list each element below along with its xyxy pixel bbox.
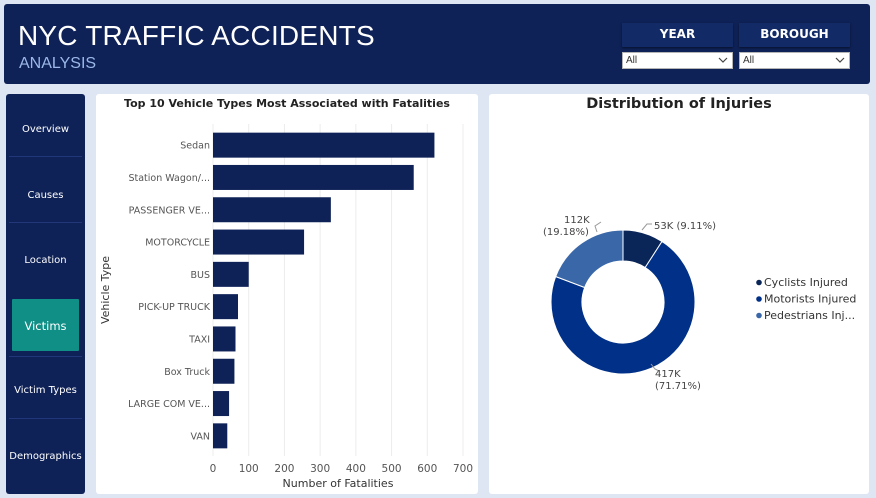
bar — [213, 326, 236, 352]
header-banner: NYC TRAFFIC ACCIDENTS ANALYSIS YEAR All … — [4, 4, 870, 84]
nav-divider — [9, 356, 82, 357]
nav-item-location[interactable]: Location — [24, 255, 67, 266]
app-subtitle: ANALYSIS — [19, 55, 97, 72]
category-label: VAN — [191, 431, 211, 442]
category-label: Sedan — [180, 141, 210, 152]
x-tick-label: 0 — [210, 463, 217, 475]
app-title: NYC TRAFFIC ACCIDENTS — [18, 20, 375, 51]
category-label: TAXI — [188, 334, 210, 345]
borough-dropdown[interactable]: All — [739, 52, 850, 69]
data-label-pedestrians-percent: (19.18%) — [543, 227, 589, 238]
nav-item-demographics[interactable]: Demographics — [9, 451, 82, 462]
category-label: PICK-UP TRUCK — [138, 302, 211, 313]
legend-label: Cyclists Injured — [764, 276, 848, 289]
bar-chart-title: Top 10 Vehicle Types Most Associated wit… — [124, 97, 450, 110]
bar — [213, 391, 230, 417]
nav-item-causes[interactable]: Causes — [27, 190, 64, 201]
legend-marker — [756, 296, 762, 302]
year-dropdown[interactable]: All — [622, 52, 733, 69]
data-label-pedestrians-value: 112K — [564, 215, 590, 226]
data-label-motorists-value: 417K — [655, 369, 681, 380]
legend-marker — [756, 279, 762, 286]
leader-line — [641, 223, 652, 231]
year-dropdown-value: All — [626, 55, 638, 66]
legend-label: Motorists Injured — [764, 293, 856, 306]
bar — [213, 423, 228, 449]
pedestrians-slice — [555, 229, 624, 289]
nav-item-victims[interactable]: Victims — [24, 319, 67, 333]
nav-divider — [9, 156, 82, 157]
nav-item-overview[interactable]: Overview — [21, 124, 70, 135]
bar — [213, 229, 305, 255]
category-label: MOTORCYCLE — [145, 238, 210, 249]
category-label: Box Truck — [164, 367, 210, 378]
category-label: Station Wagon/... — [128, 173, 210, 184]
nav-divider — [9, 222, 82, 223]
year-filter-label: YEAR — [622, 23, 733, 47]
x-tick-label: 500 — [382, 463, 402, 475]
chevron-down-icon — [718, 57, 728, 63]
x-tick-label: 100 — [239, 463, 259, 475]
bar — [213, 197, 331, 223]
bar — [213, 164, 414, 190]
leader-line — [594, 221, 602, 233]
y-axis-title: Vehicle Type — [99, 256, 112, 324]
x-tick-label: 700 — [453, 463, 473, 475]
category-label: LARGE COM VE... — [128, 399, 210, 410]
borough-dropdown-value: All — [743, 55, 755, 66]
nav-active-highlight — [12, 299, 79, 351]
donut-chart: 53K (9.11%) 112K(19.18%) 417K(71.71%) Cycli… — [543, 215, 856, 392]
leader-line — [650, 363, 660, 372]
x-tick-label: 600 — [417, 463, 437, 475]
nav-divider — [9, 418, 82, 419]
x-tick-label: 300 — [310, 463, 330, 475]
x-tick-label: 200 — [274, 463, 294, 475]
category-label: PASSENGER VE... — [129, 205, 210, 216]
bar — [213, 132, 435, 158]
data-label-motorists-percent: (71.71%) — [655, 381, 701, 392]
legend-marker — [756, 312, 762, 319]
donut-chart-title: Distribution of Injuries — [586, 96, 772, 112]
sidebar-nav: Overview Causes Location Victims Victim … — [6, 94, 85, 494]
bar-chart-panel: Top 10 Vehicle Types Most Associated wit… — [96, 94, 478, 494]
category-label: BUS — [190, 270, 210, 281]
bar — [213, 294, 238, 320]
nav-item-victim-types[interactable]: Victim Types — [14, 385, 77, 396]
data-label-cyclists: 53K (9.11%) — [654, 221, 716, 232]
donut-chart-panel: Distribution of Injuries 53K (9.11%) 112K… — [489, 94, 869, 494]
x-tick-label: 400 — [346, 463, 366, 475]
bar — [213, 358, 235, 384]
chevron-down-icon — [835, 57, 845, 63]
motorists-slice — [550, 240, 696, 375]
bar — [213, 261, 249, 287]
borough-filter-label: BOROUGH — [739, 23, 850, 47]
legend-label: Pedestrians Inj... — [764, 309, 855, 322]
x-axis-title: Number of Fatalities — [283, 477, 394, 490]
bar-chart: Sedan Station Wagon/... PASSENGER VE... MOT… — [99, 124, 473, 490]
